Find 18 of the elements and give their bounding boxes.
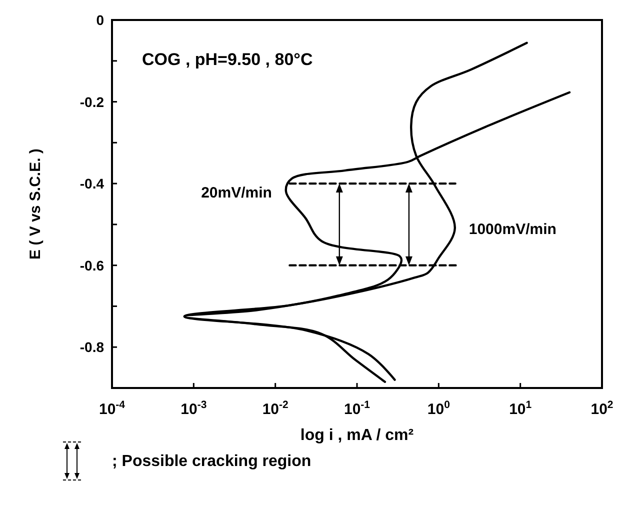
x-tick-label: 10$^{-2}$ — [262, 399, 288, 418]
y-tick-label: -0.4 — [80, 176, 104, 192]
y-tick-label: -0.6 — [80, 257, 104, 274]
y-tick-label: -0.2 — [80, 94, 104, 110]
x-axis-title: log i , mA / cm² — [300, 427, 414, 444]
series-label: 20mV/min — [201, 184, 272, 202]
y-tick-label: 0 — [96, 12, 104, 28]
x-tick-label: 10$^{-1}$ — [344, 399, 370, 418]
y-axis-title: E ( V vs S.C.E. ) — [27, 148, 44, 260]
x-tick-label: 10$^{1}$ — [509, 399, 532, 418]
x-tick-label: 10$^{-3}$ — [180, 399, 207, 418]
series-label: 1000mV/min — [468, 221, 556, 238]
text: ; Possible cracking region — [112, 453, 312, 470]
x-tick-label: 10$^{0}$ — [427, 399, 450, 418]
text: COG , pH=9.50 , 80°C — [142, 50, 313, 69]
y-tick-label: -0.8 — [80, 339, 104, 356]
x-tick-label: 10$^{-4}$ — [98, 399, 126, 418]
x-tick-label: 10$^{2}$ — [590, 399, 614, 418]
